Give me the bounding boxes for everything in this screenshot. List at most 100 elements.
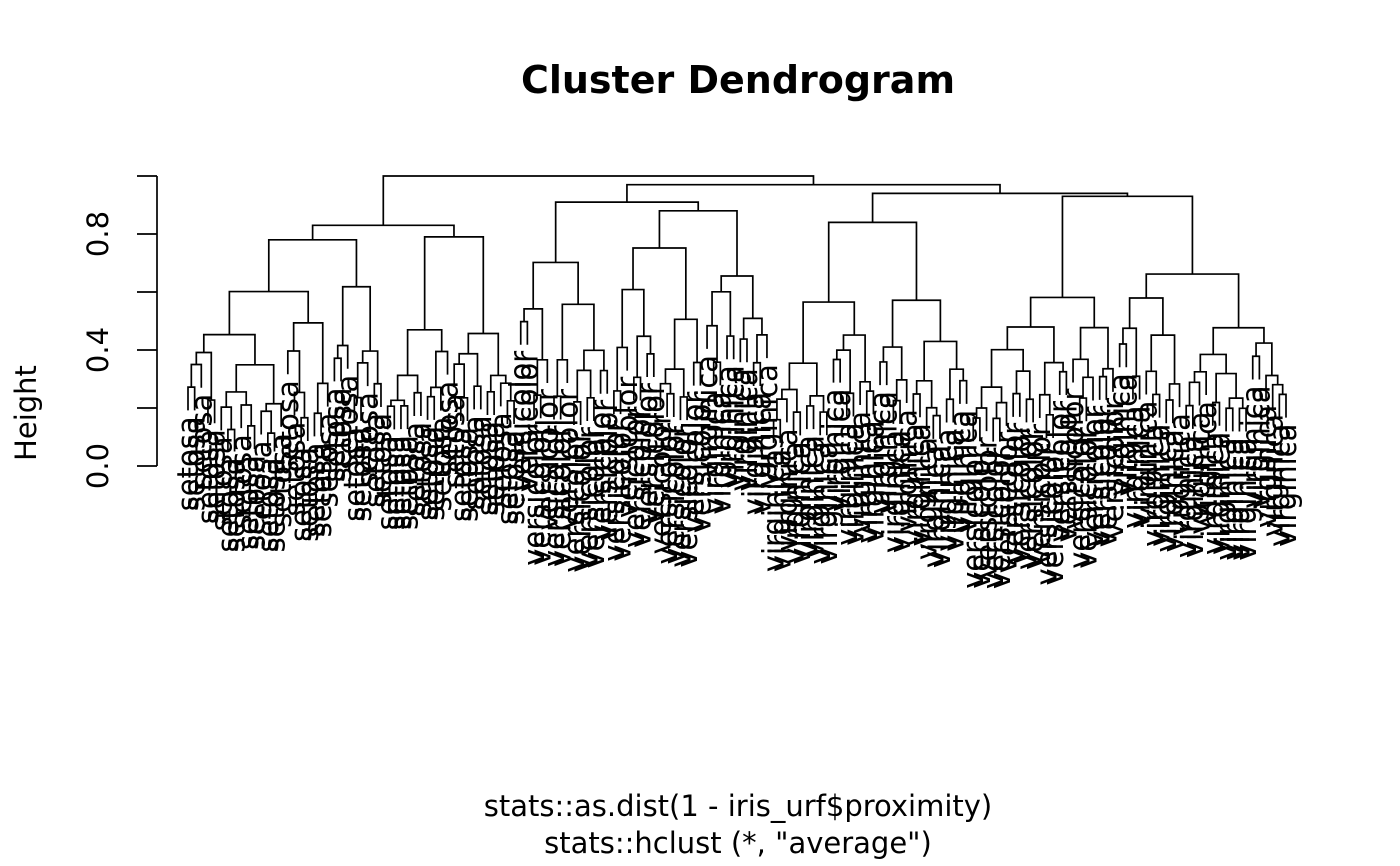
merge-link xyxy=(1271,383,1284,408)
merge-link xyxy=(576,369,592,402)
merge-link xyxy=(458,352,479,387)
merge-link xyxy=(220,406,233,431)
merge-link xyxy=(842,334,866,382)
leaf-label: virginica xyxy=(943,410,977,533)
leaf-label: setosa xyxy=(324,387,358,482)
merge-link xyxy=(646,353,655,378)
leaf-label: versicolor xyxy=(530,389,564,531)
leaf-label: versicolor xyxy=(670,426,704,568)
leaf-label: virginica xyxy=(1202,432,1236,555)
leaf-label: setosa xyxy=(490,430,524,525)
merge-link xyxy=(1061,195,1194,298)
leaf-label: versicolor xyxy=(1043,401,1077,543)
leaf-label: setosa xyxy=(357,413,391,508)
leaf-label: virginica xyxy=(730,368,764,491)
leaf-label: versicolor xyxy=(683,392,717,534)
leaf-label: virginica xyxy=(1109,373,1143,496)
leaf-label: versicolor xyxy=(504,351,538,493)
merge-link xyxy=(832,358,841,383)
y-tick-label: 0.0 xyxy=(81,443,115,489)
merge-link xyxy=(659,382,672,407)
merge-link xyxy=(975,407,988,432)
merge-link xyxy=(459,396,469,422)
leaf-label: setosa xyxy=(258,458,292,553)
merge-link xyxy=(1150,334,1176,384)
merge-link xyxy=(390,399,406,407)
leaf-label: virginica xyxy=(750,364,784,487)
merge-link xyxy=(621,288,645,348)
merge-link xyxy=(583,349,605,371)
leaf-label: virginica xyxy=(1136,424,1170,547)
dendrogram-tree xyxy=(187,175,1287,452)
leaf-label: versicolor xyxy=(597,420,631,562)
merge-link xyxy=(1006,326,1055,363)
merge-link xyxy=(187,386,196,411)
leaf-label: virginica xyxy=(1116,405,1150,528)
leaf-label: versicolor xyxy=(990,432,1024,574)
merge-link xyxy=(1128,297,1164,336)
leaf-label: versicolor xyxy=(557,431,591,573)
leaf-label: versicolor xyxy=(637,383,671,525)
leaf-label: virginica xyxy=(717,365,751,488)
merge-link xyxy=(720,275,754,319)
leaf-label: virginica xyxy=(1269,424,1303,547)
leaf-label: versicolor xyxy=(963,447,997,589)
merge-link xyxy=(915,379,933,408)
leaf-label: versicolor xyxy=(624,406,658,548)
leaf-label: virginica xyxy=(1256,414,1290,537)
leaf-label: setosa xyxy=(297,442,331,537)
leaf-label: versicolor xyxy=(1029,444,1063,586)
merge-link xyxy=(1012,392,1021,417)
leaf-label: virginica xyxy=(723,368,757,491)
leaf-label: virginica xyxy=(916,445,950,568)
merge-link xyxy=(1015,370,1031,400)
merge-link xyxy=(1025,398,1034,423)
leaf-label: virginica xyxy=(1262,424,1296,547)
merge-link xyxy=(190,363,203,388)
merge-link xyxy=(1185,404,1194,429)
leaf-label: setosa xyxy=(291,447,325,542)
merge-link xyxy=(806,405,815,430)
leaf-label: versicolor xyxy=(1023,424,1057,566)
leaf-label: virginica xyxy=(903,423,937,546)
merge-link xyxy=(895,379,908,404)
leaf-label: versicolor xyxy=(630,383,664,525)
leaf-label: virginica xyxy=(703,391,737,514)
leaf-label: virginica xyxy=(870,391,904,514)
merge-link xyxy=(313,412,322,437)
merge-link xyxy=(1212,326,1265,355)
leaf-label: versicolor xyxy=(663,426,697,568)
leaf-label: virginica xyxy=(697,391,731,514)
merge-link xyxy=(453,363,466,398)
leaf-label: setosa xyxy=(371,435,405,530)
merge-link xyxy=(990,348,1024,388)
leaf-label: versicolor xyxy=(604,420,638,562)
chart-title: Cluster Dendrogram xyxy=(521,58,955,102)
leaf-label: setosa xyxy=(198,429,232,524)
leaf-label: virginica xyxy=(1163,413,1197,536)
merge-link xyxy=(632,247,687,320)
leaf-label: virginica xyxy=(1143,424,1177,547)
leaf-label: virginica xyxy=(1149,429,1183,552)
merge-link xyxy=(556,358,569,397)
leaf-label: virginica xyxy=(1176,435,1210,558)
leaf-label: virginica xyxy=(1196,432,1230,555)
merge-link xyxy=(1098,375,1108,400)
merge-link xyxy=(664,368,685,397)
leaf-label: virginica xyxy=(803,441,837,564)
merge-link xyxy=(673,318,698,370)
merge-link xyxy=(949,368,965,400)
merge-link xyxy=(1122,327,1138,377)
merge-link xyxy=(845,392,855,417)
leaf-label: setosa xyxy=(431,381,465,476)
x-axis-label: stats::as.dist(1 - iris_urf$proximity) xyxy=(484,789,993,823)
leaf-label: virginica xyxy=(910,437,944,560)
merge-link xyxy=(523,308,544,360)
leaf-label: versicolor xyxy=(1096,398,1130,540)
leaf-label: versicolor xyxy=(584,400,618,542)
merge-link xyxy=(423,236,485,334)
leaf-label: setosa xyxy=(311,413,345,508)
merge-link xyxy=(561,303,595,360)
leaf-label: setosa xyxy=(244,440,278,535)
merge-link xyxy=(711,290,732,337)
